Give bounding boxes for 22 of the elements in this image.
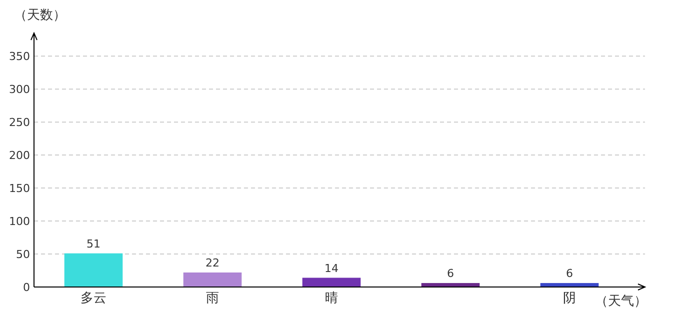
x-tick-label: 阴 (563, 291, 576, 306)
x-tick-label: 多云 (80, 291, 106, 306)
data-label: 22 (206, 256, 220, 270)
y-tick-label: 50 (16, 248, 30, 261)
y-tick-label: 100 (9, 214, 30, 228)
y-tick-label: 0 (23, 280, 30, 294)
bar (183, 272, 242, 287)
data-label: 6 (566, 267, 573, 280)
x-tick-label: 雨 (206, 291, 219, 306)
bar (302, 278, 361, 287)
x-tick-label: 晴 (325, 291, 338, 306)
y-tick-label: 350 (9, 50, 30, 63)
y-tick-label: 200 (9, 148, 30, 162)
y-axis-title: （天数） (14, 8, 66, 23)
data-label: 51 (86, 237, 100, 250)
bar (64, 253, 123, 287)
y-tick-label: 300 (9, 82, 30, 96)
y-tick-label: 150 (9, 182, 30, 195)
y-tick-label: 250 (9, 116, 30, 129)
data-label: 6 (447, 267, 454, 280)
data-label: 14 (324, 262, 338, 275)
x-axis-title: （天气） (595, 294, 647, 309)
